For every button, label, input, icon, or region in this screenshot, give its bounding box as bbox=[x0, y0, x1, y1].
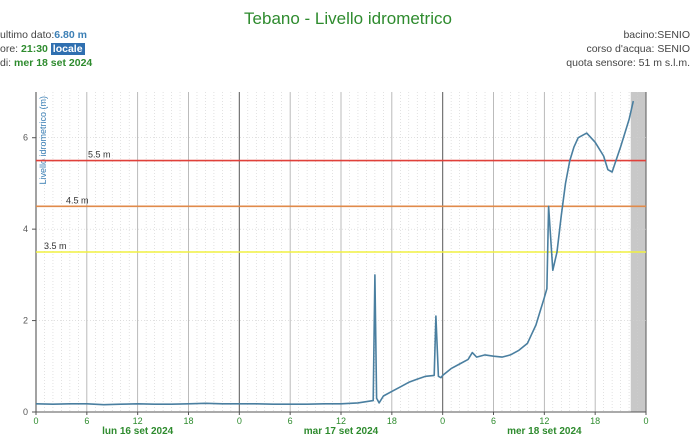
water-level-line bbox=[35, 100, 635, 406]
x-tick-label: 6 bbox=[491, 416, 496, 426]
page-title: Tebano - Livello idrometrico bbox=[244, 9, 452, 28]
last-reading-value: 6.80 m bbox=[54, 29, 87, 41]
day-label: lun 16 set 2024 bbox=[102, 426, 174, 437]
x-tick-label: 18 bbox=[590, 416, 600, 426]
day-label: mar 17 set 2024 bbox=[304, 426, 379, 437]
station-meta-right: bacino:SENIO corso d'acqua: SENIO quota … bbox=[566, 28, 690, 70]
y-tick-label: 4 bbox=[23, 224, 28, 234]
station-meta-left: ultimo dato:6.80 m ore: 21:30 locale di:… bbox=[0, 28, 92, 70]
reading-date: di: mer 18 set 2024 bbox=[0, 57, 93, 69]
y-tick-label: 2 bbox=[23, 316, 28, 326]
x-tick-label: 0 bbox=[643, 416, 648, 426]
y-tick-label: 0 bbox=[23, 407, 28, 417]
x-tick-label: 12 bbox=[133, 416, 143, 426]
day-label: mer 18 set 2024 bbox=[507, 426, 582, 437]
x-tick-label: 18 bbox=[183, 416, 193, 426]
x-tick-label: 18 bbox=[387, 416, 397, 426]
last-reading: ultimo dato:6.80 m bbox=[0, 29, 87, 41]
x-tick-label: 12 bbox=[336, 416, 346, 426]
river-label: corso d'acqua: SENIO bbox=[586, 43, 690, 55]
reading-time: ore: 21:30 locale bbox=[0, 43, 85, 55]
x-tick-label: 0 bbox=[440, 416, 445, 426]
threshold-label: 3.5 m bbox=[44, 241, 67, 251]
y-axis-label: Livello idrometrico (m) bbox=[38, 96, 48, 185]
x-tick-label: 0 bbox=[33, 416, 38, 426]
x-tick-label: 6 bbox=[288, 416, 293, 426]
x-tick-label: 12 bbox=[539, 416, 549, 426]
threshold-label: 4.5 m bbox=[66, 195, 89, 205]
timezone-badge[interactable]: locale bbox=[50, 43, 85, 55]
basin-label: bacino:SENIO bbox=[623, 29, 690, 41]
x-tick-label: 6 bbox=[84, 416, 89, 426]
threshold-label: 5.5 m bbox=[88, 150, 111, 160]
x-tick-label: 0 bbox=[237, 416, 242, 426]
sensor-altitude: quota sensore: 51 m s.l.m. bbox=[566, 57, 690, 69]
y-tick-label: 6 bbox=[23, 133, 28, 143]
reading-date-value: mer 18 set 2024 bbox=[14, 57, 93, 69]
reading-time-value: 21:30 bbox=[21, 43, 48, 55]
